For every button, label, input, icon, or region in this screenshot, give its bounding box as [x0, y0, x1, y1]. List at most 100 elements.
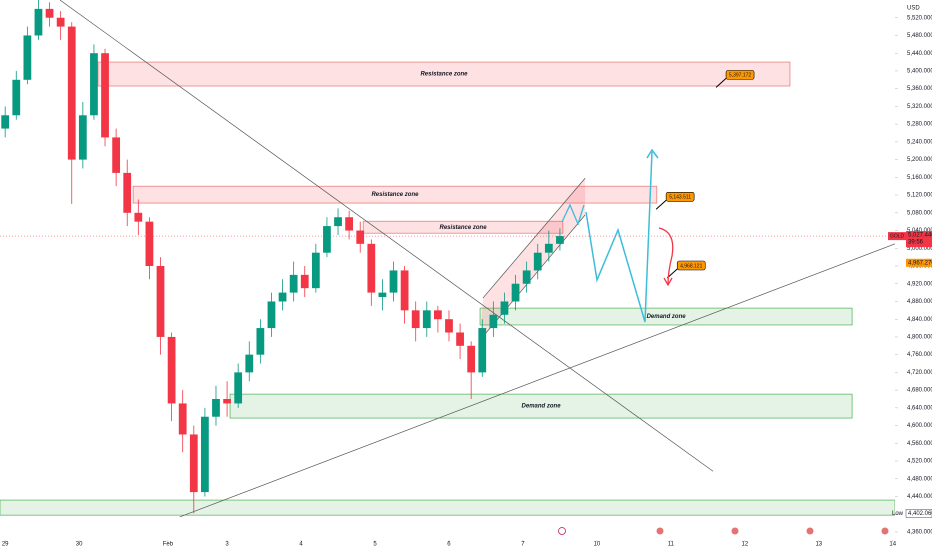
low-name: Low	[892, 511, 904, 517]
x-tick-label: 14	[889, 542, 896, 548]
candle-body	[12, 79, 21, 116]
y-tick-label: 5,080.000	[907, 210, 932, 216]
candle-body	[556, 236, 564, 244]
y-tick-label: 5,520.000	[907, 15, 932, 21]
projection-path	[585, 151, 653, 323]
candle-body	[511, 283, 520, 302]
candle-body	[1, 115, 10, 129]
callout-label: 4,968.121	[680, 263, 702, 269]
candle-body	[56, 17, 65, 27]
y-tick-label: 4,640.000	[907, 405, 932, 411]
candle-body	[456, 332, 464, 346]
callout-box	[676, 260, 706, 271]
candle-body	[156, 266, 165, 337]
candle-body	[478, 328, 487, 373]
symbol-tag	[888, 232, 908, 241]
candle-body	[234, 372, 243, 404]
y-tick-label: 5,160.000	[907, 175, 932, 181]
low-label: 4,402.060	[908, 511, 932, 517]
event-icon	[558, 527, 566, 535]
candle-body	[489, 314, 498, 329]
callout-pointer	[715, 77, 727, 88]
low-tag	[905, 509, 932, 518]
candle-body	[422, 310, 431, 329]
candle-body	[189, 434, 198, 493]
candle-body	[378, 292, 387, 298]
y-tick-label: 4,680.000	[907, 388, 932, 394]
y-tick-label: 4,920.000	[907, 281, 932, 287]
zone-label: Resistance zone	[440, 225, 488, 231]
candle-body	[223, 399, 231, 404]
candle-body	[522, 270, 531, 284]
candle-body	[101, 53, 109, 138]
y-tick-label: 5,400.000	[907, 69, 932, 75]
candle-body	[345, 217, 354, 231]
candle-body	[500, 301, 509, 315]
x-tick-label: 11	[668, 542, 675, 548]
y-tick-label: 5,360.000	[907, 86, 932, 92]
y-tick-label: 5,320.000	[907, 104, 932, 110]
projection-path	[561, 203, 585, 226]
price-axis	[895, 0, 932, 550]
zone	[362, 220, 564, 234]
candle-body	[78, 115, 87, 160]
event-icon	[806, 527, 814, 535]
x-tick-label: 7	[521, 542, 525, 548]
x-tick-label: 29	[2, 542, 9, 548]
event-icon	[731, 527, 739, 535]
x-tick-label: 10	[594, 542, 601, 548]
projection-arrow	[646, 148, 659, 159]
zone	[0, 499, 896, 516]
y-tick-label: 5,240.000	[907, 139, 932, 145]
event-icon	[881, 527, 889, 535]
y-tick-label: 4,720.000	[907, 370, 932, 376]
zone-label: Resistance zone	[420, 72, 468, 78]
currency: USD	[907, 6, 920, 12]
countdown: 39:56	[908, 240, 924, 246]
candle-body	[112, 137, 121, 173]
projection-arrow	[658, 227, 674, 285]
candle-body	[356, 230, 365, 244]
y-tick-label: 4,440.000	[907, 494, 932, 500]
zone-label: Resistance zone	[371, 192, 419, 198]
callout-pointer	[655, 199, 667, 210]
candle-body	[467, 345, 476, 373]
price-tag	[906, 258, 932, 267]
y-tick-label: 4,880.000	[907, 299, 932, 305]
candle-body	[201, 416, 209, 493]
y-tick-label: 4,360.000	[907, 530, 932, 536]
candle-body	[533, 252, 542, 271]
y-tick-label: 5,000.000	[907, 246, 932, 252]
callout-label: 5,397.172	[729, 73, 751, 79]
last-price-label: 5,027.440	[908, 233, 932, 239]
event-icons	[558, 527, 889, 535]
channel-fill	[480, 178, 586, 341]
candle-body	[245, 354, 254, 373]
y-tick-label: 4,520.000	[907, 459, 932, 465]
zone	[132, 185, 658, 204]
axes: 4,360.0004,400.0004,440.0004,480.0004,52…	[2, 15, 932, 548]
candle-body	[445, 319, 453, 333]
y-tick-label: 4,560.000	[907, 441, 932, 447]
candle-body	[400, 270, 409, 311]
zone-label: Demand zone	[522, 404, 562, 410]
symbol-label: GOLD	[890, 233, 905, 239]
x-tick-label: 3	[225, 542, 229, 548]
candle-body	[45, 8, 54, 18]
y-tick-label: 4,600.000	[907, 423, 932, 429]
y-tick-label: 5,120.000	[907, 193, 932, 199]
candle-body	[90, 53, 98, 116]
x-tick-label: 13	[815, 542, 822, 548]
event-icon	[656, 527, 664, 535]
candle-body	[178, 403, 187, 435]
y-tick-label: 5,200.000	[907, 157, 932, 163]
channel-line	[482, 177, 586, 299]
zone	[97, 61, 791, 87]
candle-body	[367, 243, 376, 293]
zones: Resistance zone Resistance zone Resistance…	[0, 61, 896, 516]
candle-body	[256, 328, 265, 355]
x-tick-label: 6	[447, 542, 451, 548]
zone-label: Demand zone	[647, 314, 687, 320]
x-tick-label: 12	[742, 542, 749, 548]
